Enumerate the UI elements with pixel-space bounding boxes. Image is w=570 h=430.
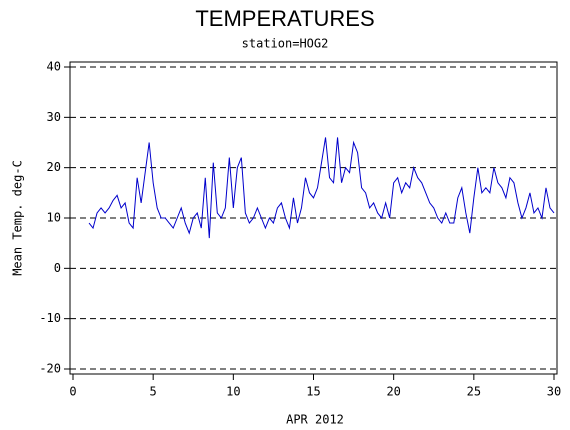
y-tick-label: -10 [39,311,61,325]
x-tick-label: 15 [306,385,320,399]
x-tick-label: 5 [150,385,157,399]
x-tick-label: 30 [547,385,561,399]
y-tick-label: 0 [54,261,61,275]
y-tick-label: 10 [47,211,61,225]
x-axis-label: APR 2012 [286,413,344,427]
x-tick-label: 10 [226,385,240,399]
data-line [88,137,555,239]
y-tick-label: -20 [39,362,61,376]
y-tick-label: 20 [47,160,61,174]
y-tick-label: 40 [47,60,61,74]
plot-frame [69,61,558,375]
x-tick-label: 25 [467,385,481,399]
x-tick-label: 20 [386,385,400,399]
x-tick-label: 0 [69,385,76,399]
y-tick-label: 30 [47,110,61,124]
chart-title: TEMPERATURES [195,6,374,31]
y-axis-label: Mean Temp. deg-C [11,160,25,276]
chart-subtitle: station=HOG2 [242,37,329,51]
